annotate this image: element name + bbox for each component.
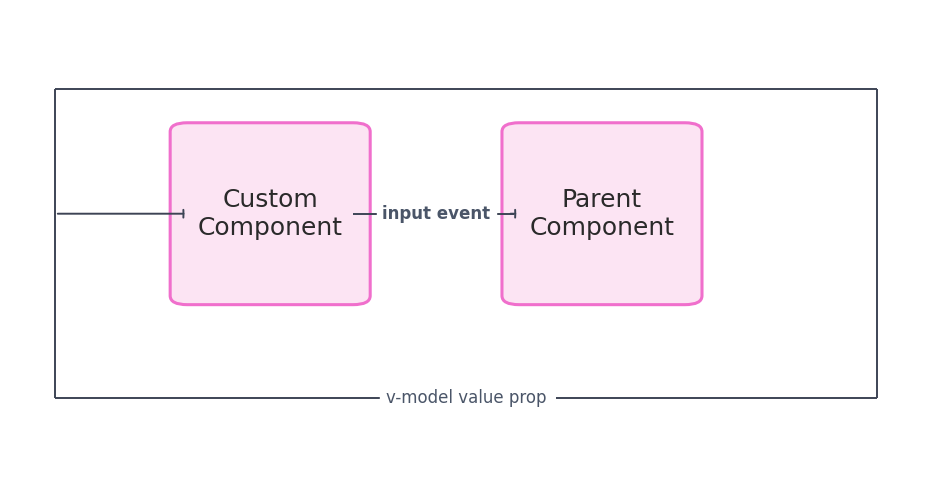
Text: Custom
Component: Custom Component — [198, 188, 342, 240]
Text: v-model value prop: v-model value prop — [386, 389, 546, 407]
Text: Parent
Component: Parent Component — [530, 188, 674, 240]
Text: input event: input event — [382, 205, 490, 223]
FancyBboxPatch shape — [501, 123, 702, 305]
FancyBboxPatch shape — [171, 123, 370, 305]
